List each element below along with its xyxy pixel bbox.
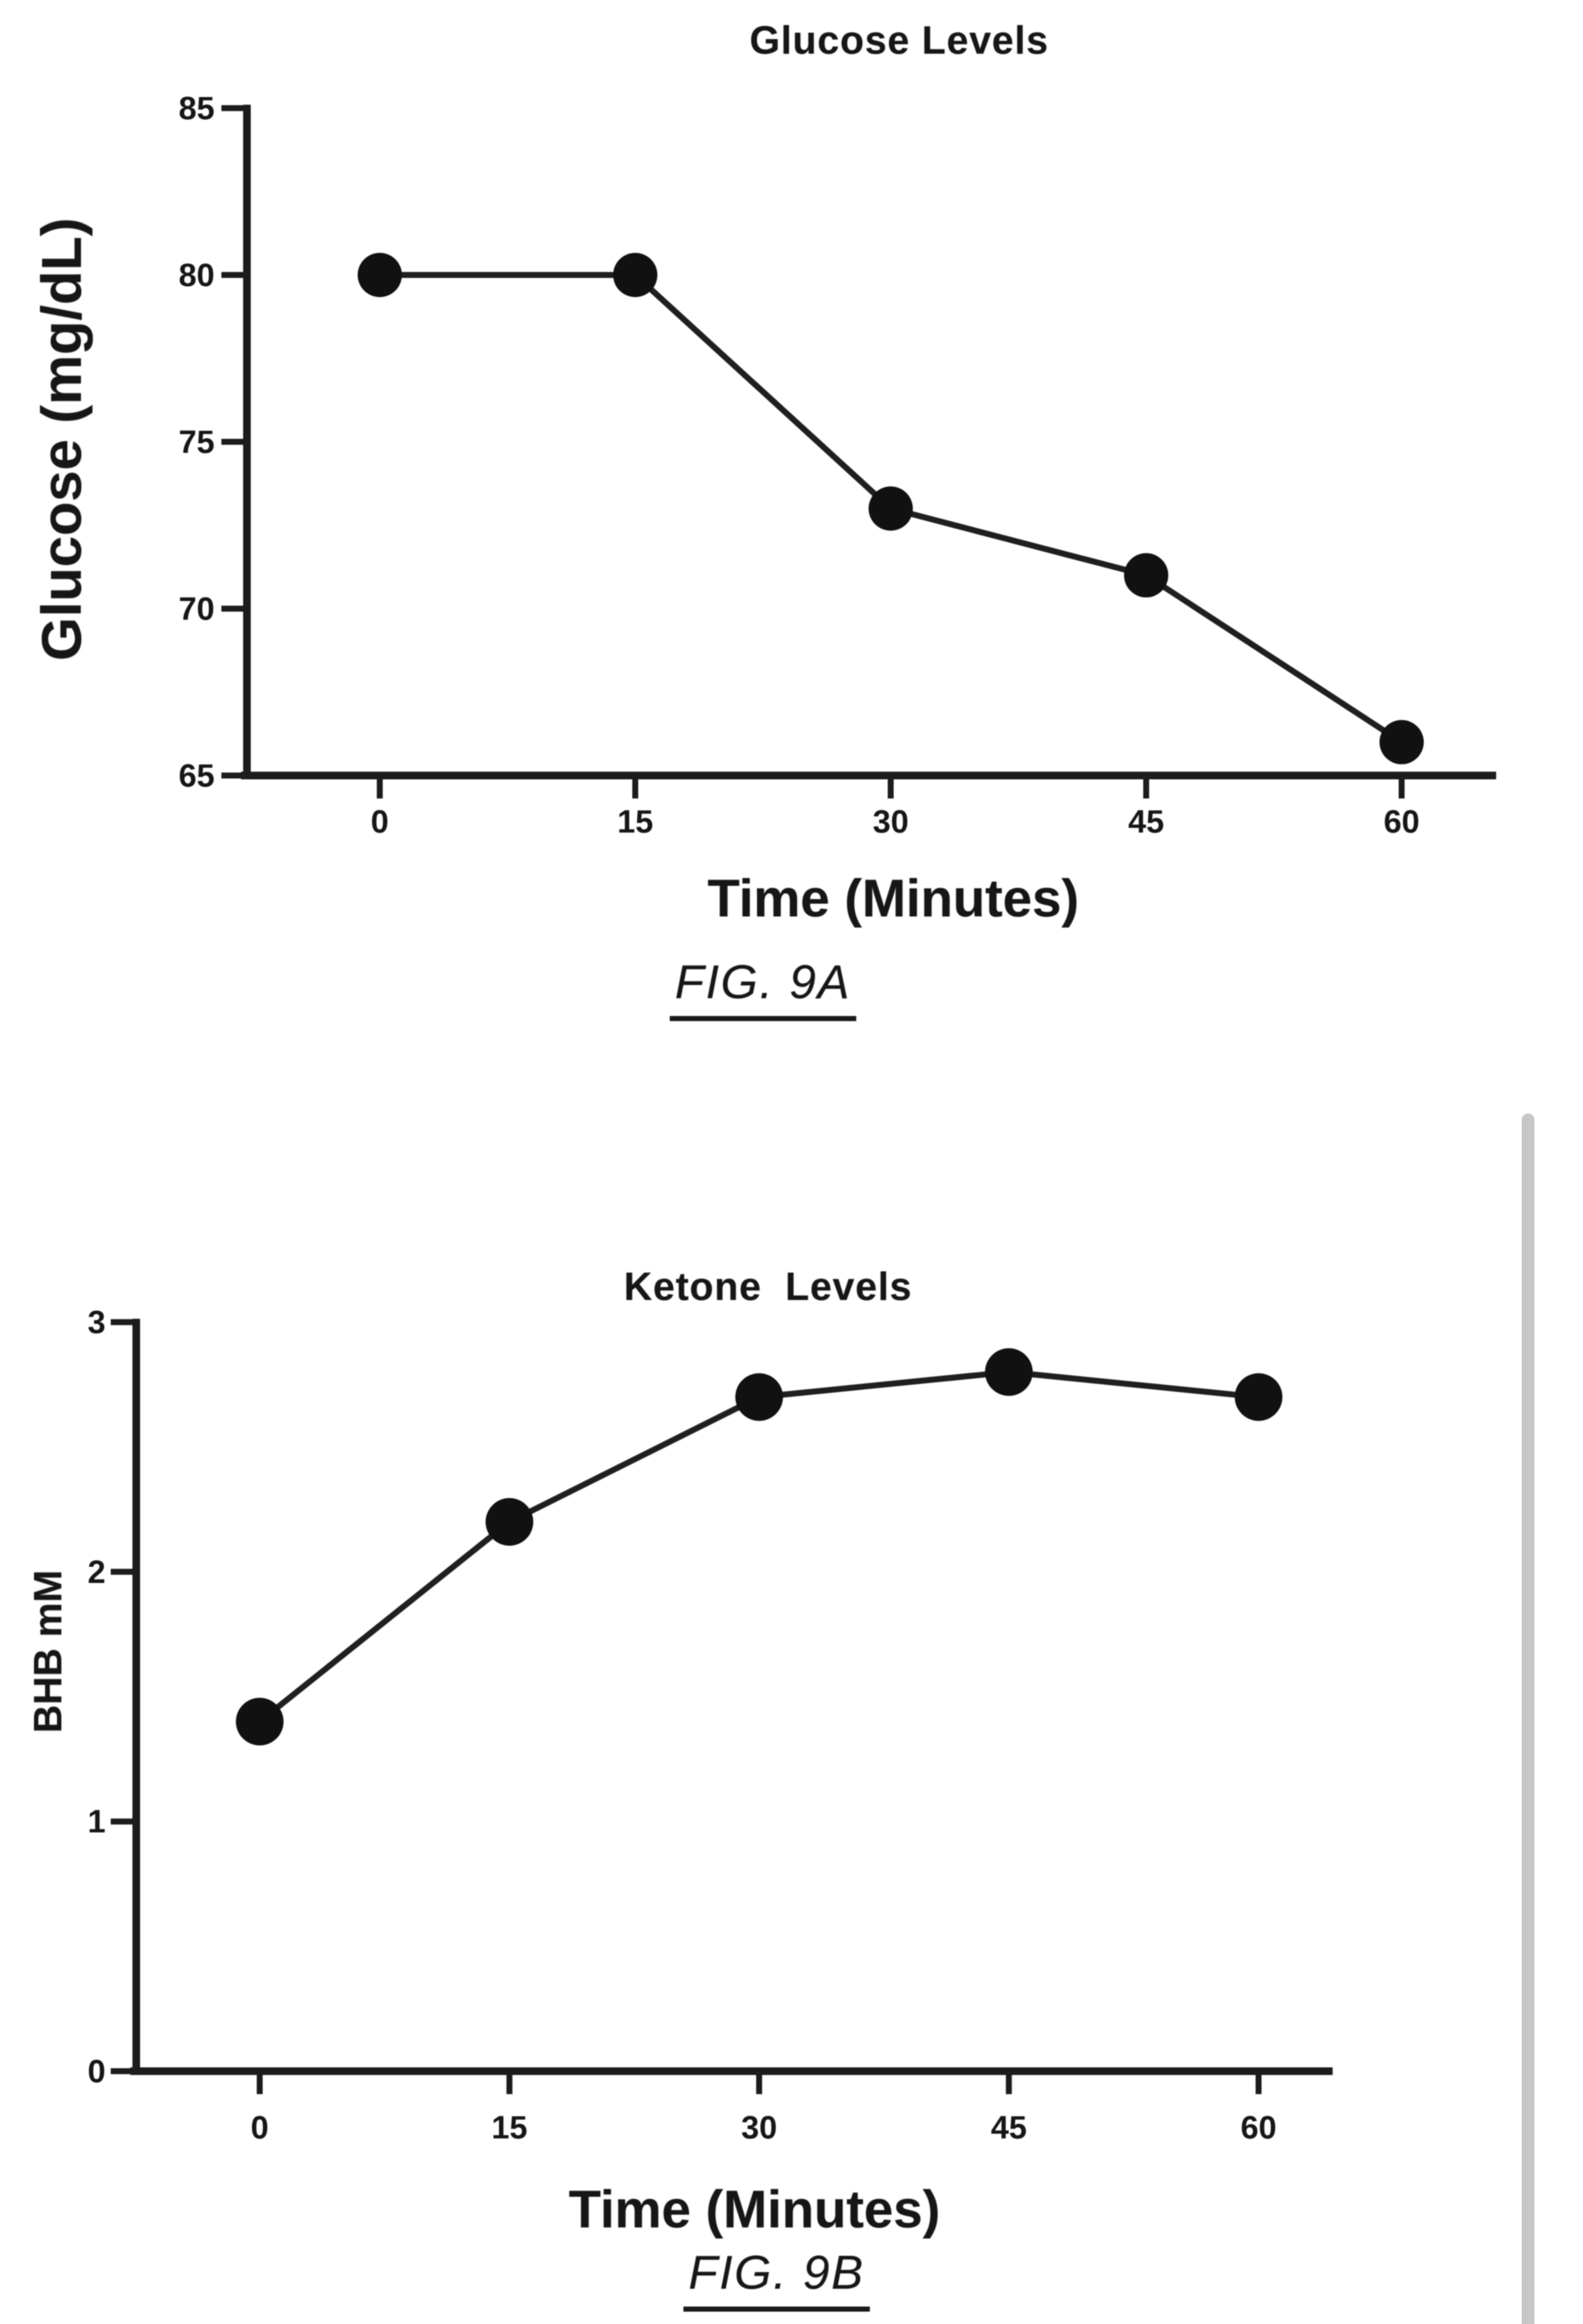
fig-9a-x-tick-label: 30 — [873, 804, 909, 840]
fig-9b-y-tick-label: 3 — [88, 1305, 106, 1341]
fig-9a-x-tick-label: 60 — [1384, 804, 1420, 840]
fig-9a-data-point — [613, 253, 657, 297]
fig-9a-y-tick-label: 75 — [179, 425, 215, 461]
fig-9a-y-tick-label: 85 — [179, 91, 215, 127]
fig9b-caption: FIG. 9B — [683, 2245, 870, 2312]
fig-9b-x-tick-label: 60 — [1241, 2110, 1276, 2146]
fig9a-caption: FIG. 9A — [669, 954, 857, 1022]
fig9b-y-axis-label: BHB mM — [26, 1570, 70, 1733]
fig-9b-data-series-line — [256, 1369, 1262, 1725]
fig9a-chart-title: Glucose Levels — [749, 18, 1049, 62]
fig-9b-data-point — [735, 1373, 783, 1422]
fig-9b-y-tick-label: 2 — [88, 1554, 106, 1590]
fig-9a-x-tick-label: 45 — [1128, 804, 1164, 840]
fig-9b-data-point — [236, 1697, 284, 1746]
fig9b-x-axis-label: Time (Minutes) — [568, 2180, 941, 2240]
fig9a-y-axis-label: Glucose (mg/dL) — [30, 217, 93, 661]
fig-9a-data-point — [1124, 552, 1168, 598]
fig-9a-y-tick-label: 65 — [179, 758, 215, 794]
fig-9a-x-tick-label: 15 — [617, 804, 653, 840]
fig-9a-y-tick-label: 70 — [179, 592, 215, 627]
fig-9b-data-point — [485, 1497, 534, 1546]
fig-9b-x-tick-label: 45 — [991, 2110, 1027, 2146]
fig-9a-y-tick-label: 80 — [179, 258, 215, 294]
fig-9b-data-point — [984, 1348, 1033, 1396]
fig-9a-data-point — [358, 253, 402, 297]
fig-9b-data-point — [1235, 1373, 1282, 1422]
fig9b-chart-title: Ketone Levels — [623, 1264, 913, 1308]
fig-9b-y-tick-label: 1 — [88, 1805, 106, 1840]
fig-9b-y-tick-label: 0 — [88, 2054, 106, 2090]
fig-9b-x-tick-label: 30 — [741, 2110, 777, 2146]
fig-9a-x-tick-label: 0 — [370, 804, 388, 840]
fig-9b-x-tick-label: 15 — [491, 2110, 527, 2146]
fig-9a-data-point — [1379, 719, 1424, 764]
fig9a-x-axis-label: Time (Minutes) — [707, 869, 1080, 929]
fig-9a-data-point — [869, 486, 913, 531]
fig-9b-x-tick-label: 0 — [250, 2110, 268, 2146]
page-edge-scrollbar — [1522, 1113, 1534, 2324]
